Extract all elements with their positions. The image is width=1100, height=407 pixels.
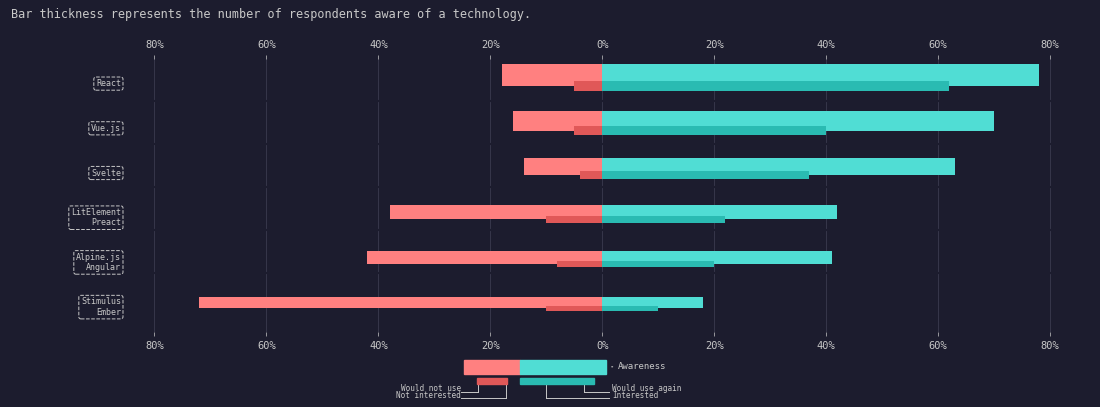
Bar xyxy=(524,158,603,175)
Bar xyxy=(519,360,606,374)
Bar xyxy=(603,126,826,135)
Bar xyxy=(476,378,507,384)
Bar xyxy=(603,261,714,267)
Bar xyxy=(603,216,725,223)
Text: Interested: Interested xyxy=(612,391,658,400)
Text: Would not use: Would not use xyxy=(402,384,461,393)
Bar xyxy=(603,306,658,311)
Text: React: React xyxy=(96,79,121,88)
Text: Stimulus
Ember: Stimulus Ember xyxy=(81,298,121,317)
Bar xyxy=(580,171,603,179)
Bar xyxy=(519,378,594,384)
Bar xyxy=(574,126,603,135)
Bar xyxy=(558,261,603,267)
Bar xyxy=(513,111,603,131)
Bar xyxy=(199,298,603,308)
Bar xyxy=(464,360,519,374)
Text: Awareness: Awareness xyxy=(612,362,667,371)
Text: Vue.js: Vue.js xyxy=(91,124,121,133)
Text: Alpine.js
Angular: Alpine.js Angular xyxy=(76,253,121,272)
Bar xyxy=(547,216,603,223)
Bar xyxy=(367,251,603,264)
Text: Svelte: Svelte xyxy=(91,168,121,177)
Text: Would use again: Would use again xyxy=(612,384,681,393)
Bar xyxy=(603,111,994,131)
Bar xyxy=(547,306,603,311)
Bar xyxy=(603,171,810,179)
Text: Not interested: Not interested xyxy=(396,391,461,400)
Bar xyxy=(574,81,603,91)
Text: LitElement
Preact: LitElement Preact xyxy=(70,208,121,228)
Bar xyxy=(603,81,949,91)
Bar xyxy=(603,251,832,264)
Bar xyxy=(603,205,837,219)
Bar xyxy=(389,205,603,219)
Text: Bar thickness represents the number of respondents aware of a technology.: Bar thickness represents the number of r… xyxy=(11,8,531,21)
Bar xyxy=(603,298,703,308)
Bar xyxy=(603,64,1038,86)
Bar xyxy=(502,64,603,86)
Bar xyxy=(603,158,955,175)
